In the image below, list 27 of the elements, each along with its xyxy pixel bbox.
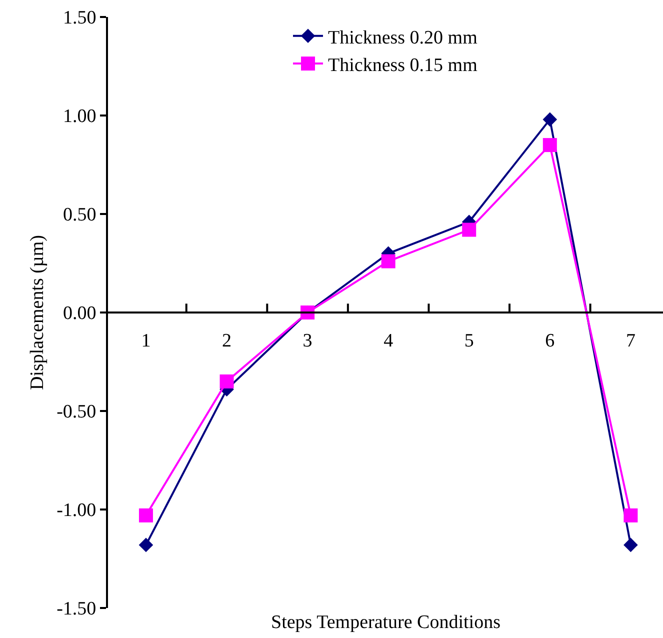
point: [624, 508, 638, 522]
x-axis-title: Steps Temperature Conditions: [271, 612, 500, 633]
legend-label: Thickness 0.20 mm: [328, 27, 478, 48]
x-tick-label: 7: [626, 330, 636, 352]
point: [624, 538, 638, 552]
x-tick-label: 5: [464, 330, 474, 352]
y-tick-label: -0.50: [56, 402, 96, 423]
point: [542, 138, 557, 152]
x-tick-label: 6: [545, 330, 555, 352]
point: [542, 112, 558, 127]
y-tick-label: 1.00: [62, 106, 96, 128]
point: [220, 374, 234, 388]
y-tick-label: -1.50: [56, 598, 96, 620]
x-tick-label: 4: [384, 330, 394, 352]
point: [138, 538, 154, 552]
y-axis-title: Displacements (µm): [26, 235, 48, 390]
y-tick-label: 0.00: [62, 303, 96, 324]
point: [138, 508, 153, 522]
x-tick-label: 1: [141, 330, 151, 352]
y-tick-label: 1.50: [62, 8, 96, 29]
point: [381, 254, 396, 268]
x-tick-label: 2: [222, 330, 232, 352]
y-tick-label: -1.00: [56, 500, 96, 522]
x-tick-label: 3: [302, 330, 312, 352]
legend-label: Thickness 0.15 mm: [328, 54, 478, 76]
point: [462, 222, 476, 237]
y-tick-label: 0.50: [62, 204, 96, 226]
